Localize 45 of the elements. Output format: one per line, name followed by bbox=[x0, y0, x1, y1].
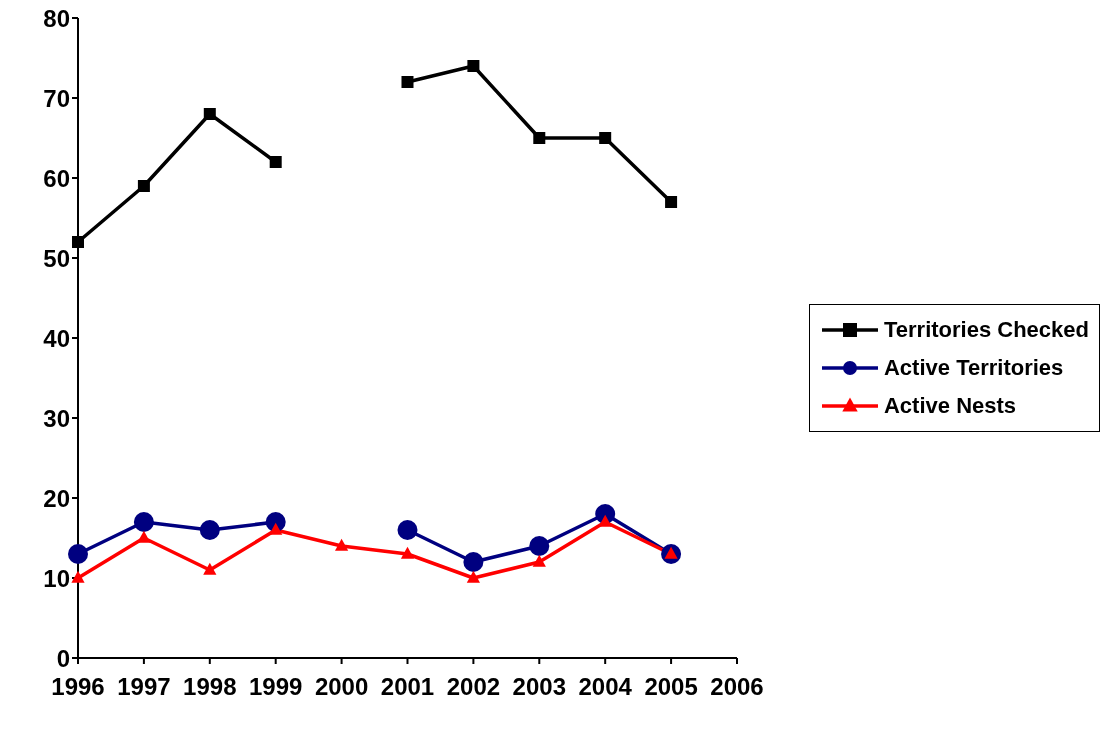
legend-label: Active Nests bbox=[883, 393, 1017, 419]
point bbox=[334, 538, 349, 551]
point bbox=[269, 156, 282, 168]
y-tick-label: 70 bbox=[43, 84, 70, 112]
x-tick-label: 2000 bbox=[314, 673, 369, 701]
x-tick-label: 2002 bbox=[446, 673, 501, 701]
x-tick-label: 1999 bbox=[249, 673, 303, 701]
point bbox=[463, 552, 484, 572]
y-tick-label: 50 bbox=[43, 244, 70, 272]
y-tick-label: 60 bbox=[43, 164, 70, 192]
point bbox=[203, 562, 217, 575]
point bbox=[133, 512, 154, 532]
x-tick-label: 2004 bbox=[578, 673, 633, 701]
point bbox=[71, 570, 85, 583]
point bbox=[401, 76, 414, 88]
y-tick-label: 30 bbox=[43, 404, 70, 432]
y-tick-label: 80 bbox=[43, 4, 70, 32]
x-tick-label: 2005 bbox=[644, 673, 698, 701]
x-tick-label: 1997 bbox=[117, 673, 171, 701]
x-tick-label: 2006 bbox=[710, 673, 764, 701]
point bbox=[467, 60, 480, 72]
point bbox=[599, 132, 612, 144]
y-tick-label: 10 bbox=[43, 564, 70, 592]
x-tick-label: 2001 bbox=[380, 673, 435, 701]
point bbox=[533, 132, 546, 144]
point bbox=[466, 570, 480, 583]
point bbox=[199, 520, 220, 540]
point bbox=[203, 108, 216, 120]
x-tick-label: 1996 bbox=[51, 673, 105, 701]
y-tick-label: 20 bbox=[43, 484, 70, 512]
point bbox=[532, 554, 546, 567]
legend-label: Active Territories bbox=[883, 355, 1064, 381]
point bbox=[68, 544, 88, 564]
point bbox=[137, 180, 150, 192]
point bbox=[137, 530, 151, 543]
point bbox=[665, 196, 678, 208]
y-tick-label: 40 bbox=[43, 324, 70, 352]
point bbox=[72, 236, 84, 248]
point bbox=[400, 546, 415, 559]
legend-label: Territories Checked bbox=[883, 317, 1089, 343]
x-tick-label: 2003 bbox=[512, 673, 566, 701]
point bbox=[529, 536, 550, 556]
point bbox=[397, 520, 418, 540]
y-tick-label: 0 bbox=[56, 644, 70, 672]
x-tick-label: 1998 bbox=[183, 673, 237, 701]
